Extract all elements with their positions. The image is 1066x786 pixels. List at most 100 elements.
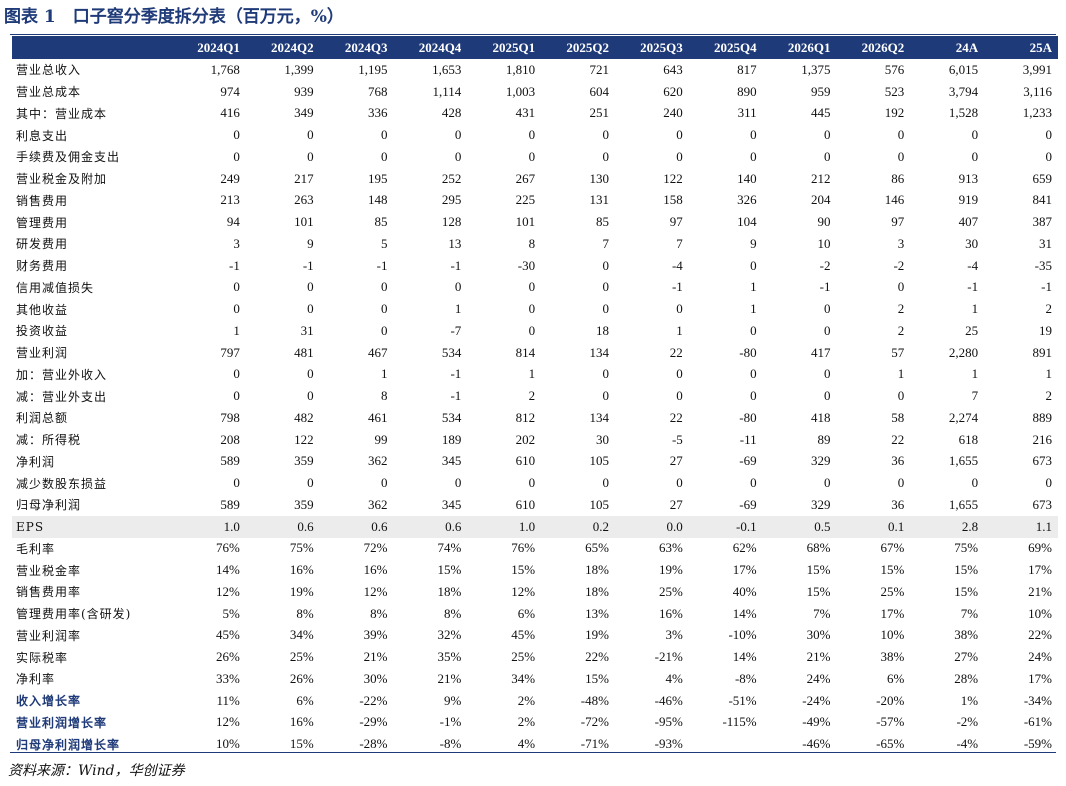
table-row: 销售费用率 12% 19% 12% 18% 12% 18% 25% 40% 15% 25% 15% 21… xyxy=(12,581,1058,603)
row-label: 其他收益 xyxy=(16,302,69,317)
table-cell: 36 xyxy=(891,496,905,512)
row-label: 收入增长率 xyxy=(16,694,82,709)
table-cell: 10 xyxy=(817,235,831,251)
table-cell: 812 xyxy=(515,409,536,425)
table-cell: 189 xyxy=(441,431,462,447)
table-cell: -93% xyxy=(654,736,683,752)
table-cell: 30 xyxy=(595,431,609,447)
table-cell: -30 xyxy=(517,257,536,273)
table-cell: 101 xyxy=(294,214,314,230)
table-cell: 9% xyxy=(443,692,462,708)
table-cell: -20% xyxy=(876,692,905,708)
table-cell: 523 xyxy=(884,83,905,99)
table-row: 加：营业外收入 0 0 1 -1 1 0 0 0 0 1 1 1 xyxy=(12,364,1058,386)
table-cell: 959 xyxy=(810,83,831,99)
table-cell: 76% xyxy=(215,540,240,556)
table-cell: 0 xyxy=(307,279,314,295)
table-cell: 4% xyxy=(665,670,683,686)
table-cell: 158 xyxy=(663,192,683,208)
table-cell: 19% xyxy=(585,627,609,643)
table-cell: 1,003 xyxy=(505,83,536,99)
table-cell: 11% xyxy=(216,692,240,708)
table-cell: 0 xyxy=(750,475,757,491)
table-row: 手续费及佣金支出 0 0 0 0 0 0 0 0 0 0 0 0 xyxy=(12,146,1058,168)
table-cell: -95% xyxy=(654,714,683,730)
table-row: 销售费用 213 263 148 295 225 131 158 326 204 146 919 841 xyxy=(12,190,1058,212)
table-cell: 2.8 xyxy=(910,515,985,538)
table-cell: 3 xyxy=(897,235,905,251)
table-cell: 889 xyxy=(1032,409,1053,425)
table-cell: 104 xyxy=(737,214,757,230)
table-cell: 99 xyxy=(374,431,388,447)
table-cell: 17% xyxy=(1028,670,1052,686)
table-cell: 10% xyxy=(880,627,905,643)
table-cell: 618 xyxy=(958,431,979,447)
table-cell: 72% xyxy=(363,540,388,556)
table-cell: 0 xyxy=(897,475,905,491)
table-cell: 1 xyxy=(233,322,240,338)
table-row: 营业利润率 45% 34% 39% 32% 45% 19% 3% -10% 30% 10% 38% 22… xyxy=(12,625,1058,647)
table-cell: 417 xyxy=(810,344,831,360)
table-cell: 0 xyxy=(233,475,240,491)
table-cell: 482 xyxy=(294,409,314,425)
table-cell: 225 xyxy=(515,192,536,208)
table-cell: 0 xyxy=(750,322,757,338)
table-cell: 17% xyxy=(732,562,757,578)
table-cell: 0 xyxy=(528,475,536,491)
table-cell: -28% xyxy=(359,736,388,752)
table-cell: 0 xyxy=(454,148,462,164)
table-cell: 416 xyxy=(220,105,240,121)
table-cell: 798 xyxy=(220,409,240,425)
row-label: 减少数股东损益 xyxy=(16,476,108,491)
table-cell: 38% xyxy=(880,649,905,665)
row-label: 手续费及佣金支出 xyxy=(16,150,121,165)
table-cell: 610 xyxy=(515,453,536,469)
table-cell: 359 xyxy=(294,453,314,469)
table-cell: 1.0 xyxy=(172,515,246,538)
table-cell: 3,116 xyxy=(1023,83,1052,99)
row-label: 财务费用 xyxy=(16,259,69,274)
table-cell: 12% xyxy=(363,583,388,599)
table-cell: 252 xyxy=(441,170,462,186)
table-cell: 659 xyxy=(1032,170,1053,186)
row-label: 减：营业外支出 xyxy=(16,389,108,404)
table-cell: 0 xyxy=(676,475,683,491)
table-cell: 0 xyxy=(307,388,314,404)
row-label: 其中：营业成本 xyxy=(16,106,108,121)
table-cell: 1,528 xyxy=(948,105,979,121)
table-cell: -49% xyxy=(802,714,831,730)
table-cell: 8 xyxy=(528,235,536,251)
table-cell: -1 xyxy=(671,279,683,295)
table-cell: 0 xyxy=(750,127,757,143)
table-cell: 19% xyxy=(658,562,683,578)
bottom-divider xyxy=(10,752,1056,753)
table-cell: 0 xyxy=(233,148,240,164)
table-cell: 0.6 xyxy=(319,515,394,538)
row-label: 营业总成本 xyxy=(16,85,82,100)
table-cell: 939 xyxy=(294,83,314,99)
table-cell: 891 xyxy=(1032,344,1053,360)
table-cell: 2 xyxy=(1045,388,1053,404)
table-cell: -46% xyxy=(654,692,683,708)
table-cell: 1,768 xyxy=(210,61,240,77)
table-cell: 407 xyxy=(958,214,979,230)
table-cell: 134 xyxy=(589,344,609,360)
row-label: 营业利润率 xyxy=(16,628,82,643)
table-cell: 534 xyxy=(441,344,462,360)
table-cell: 0 xyxy=(897,279,905,295)
top-divider xyxy=(10,34,1056,35)
table-cell: 208 xyxy=(220,431,240,447)
table-cell: -1 xyxy=(450,366,462,382)
table-cell: 15% xyxy=(437,562,462,578)
table-cell: 0 xyxy=(676,148,683,164)
table-cell: 0 xyxy=(602,366,609,382)
table-cell: -48% xyxy=(580,692,609,708)
table-cell: -1 xyxy=(967,279,979,295)
table-cell: 4% xyxy=(517,736,536,752)
table-cell: -61% xyxy=(1023,714,1052,730)
table-cell: -4 xyxy=(967,257,979,273)
row-label: 利润总额 xyxy=(16,411,69,426)
table-cell: -29% xyxy=(359,714,388,730)
table-cell: 0 xyxy=(602,475,609,491)
table-cell: 195 xyxy=(367,170,388,186)
